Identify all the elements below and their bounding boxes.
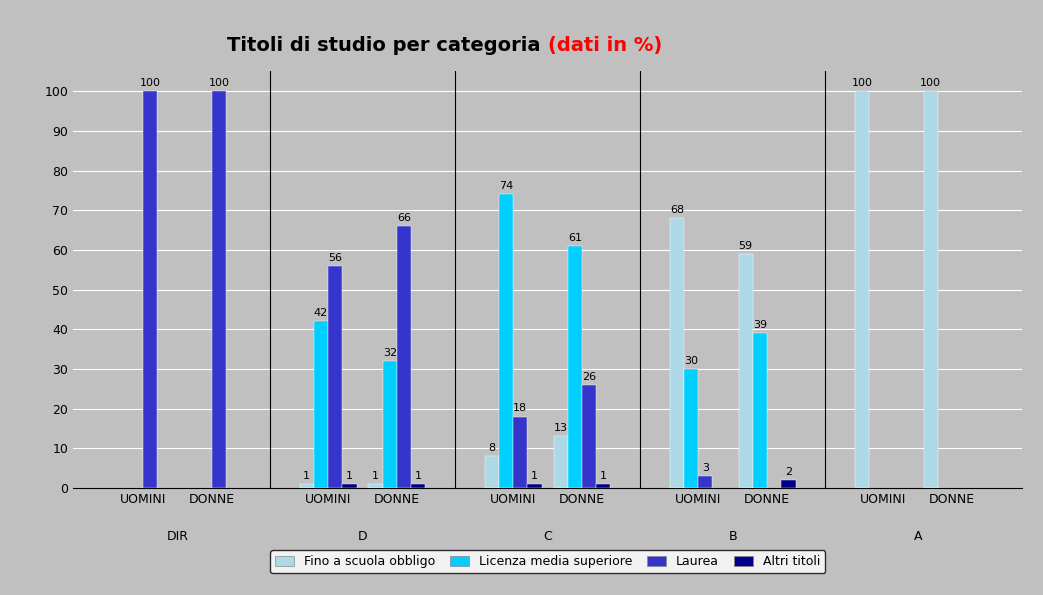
Text: B: B: [728, 530, 737, 543]
Text: A: A: [914, 530, 922, 543]
Text: (dati in %): (dati in %): [548, 36, 662, 55]
Bar: [582, 385, 597, 488]
Bar: [855, 91, 869, 488]
Text: 42: 42: [314, 308, 329, 318]
Text: 1: 1: [372, 471, 379, 481]
Text: 1: 1: [346, 471, 353, 481]
Bar: [411, 484, 426, 488]
Bar: [670, 218, 684, 488]
Bar: [342, 484, 357, 488]
Text: 3: 3: [702, 463, 709, 473]
Bar: [528, 484, 541, 488]
Text: 100: 100: [209, 78, 229, 88]
Bar: [554, 436, 567, 488]
Bar: [684, 369, 698, 488]
Bar: [212, 91, 226, 488]
Text: 66: 66: [397, 213, 411, 223]
Text: 1: 1: [304, 471, 310, 481]
Bar: [143, 91, 157, 488]
Text: 74: 74: [499, 181, 513, 191]
Text: 1: 1: [531, 471, 538, 481]
Text: 18: 18: [513, 403, 528, 414]
Bar: [499, 195, 513, 488]
Text: 56: 56: [329, 253, 342, 262]
Bar: [513, 416, 528, 488]
Text: 39: 39: [753, 320, 767, 330]
Text: 32: 32: [383, 348, 396, 358]
Text: 1: 1: [600, 471, 607, 481]
Bar: [485, 456, 499, 488]
Text: 26: 26: [582, 372, 597, 381]
Text: 1: 1: [415, 471, 421, 481]
Text: 61: 61: [567, 233, 582, 243]
Bar: [299, 484, 314, 488]
Text: 2: 2: [784, 467, 792, 477]
Text: Titoli di studio per categoria: Titoli di studio per categoria: [227, 36, 548, 55]
Bar: [698, 476, 712, 488]
Text: 59: 59: [738, 241, 753, 250]
Text: 13: 13: [554, 423, 567, 433]
Text: D: D: [358, 530, 367, 543]
Bar: [368, 484, 383, 488]
Bar: [753, 333, 767, 488]
Text: 30: 30: [684, 356, 698, 366]
Text: 68: 68: [670, 205, 684, 215]
Text: C: C: [543, 530, 552, 543]
Bar: [924, 91, 938, 488]
Bar: [738, 254, 753, 488]
Text: 8: 8: [488, 443, 495, 453]
Text: 100: 100: [920, 78, 941, 88]
Text: 100: 100: [851, 78, 873, 88]
Bar: [314, 321, 329, 488]
Bar: [781, 480, 796, 488]
Text: 100: 100: [140, 78, 161, 88]
Bar: [567, 246, 582, 488]
Bar: [329, 266, 342, 488]
Legend: Fino a scuola obbligo, Licenza media superiore, Laurea, Altri titoli: Fino a scuola obbligo, Licenza media sup…: [270, 550, 825, 573]
Text: DIR: DIR: [167, 530, 189, 543]
Bar: [383, 361, 397, 488]
Bar: [397, 226, 411, 488]
Bar: [597, 484, 610, 488]
